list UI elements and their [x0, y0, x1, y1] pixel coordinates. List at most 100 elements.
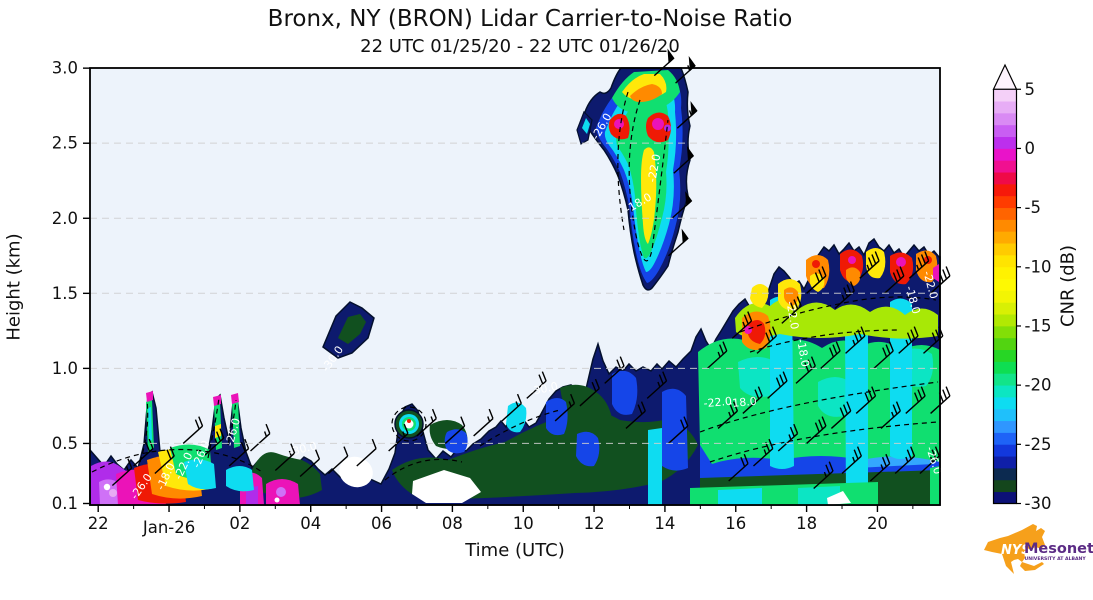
barb-staff	[356, 448, 377, 467]
x-tick-label: 16	[725, 514, 746, 533]
y-tick-label: 1.0	[52, 359, 78, 378]
wind-barb	[845, 326, 866, 354]
colorbar-band	[993, 396, 1017, 410]
colorbar-band	[993, 420, 1017, 433]
wind-barb	[671, 191, 693, 219]
barb-full	[793, 299, 799, 310]
barb-full	[541, 371, 547, 382]
barb-full	[265, 423, 271, 434]
barb-pennant	[685, 191, 693, 207]
wind-barb	[869, 453, 891, 482]
x-tick-label: 04	[300, 514, 321, 533]
barb-pennant	[690, 101, 698, 117]
barb-full	[169, 446, 175, 457]
barb-full	[240, 441, 246, 452]
wind-barb	[777, 423, 799, 452]
x-tick-label: 18	[796, 514, 817, 533]
wind-barb	[894, 446, 916, 474]
barb-full	[683, 416, 689, 427]
wind-barb	[908, 251, 930, 279]
wind-barb	[905, 386, 926, 414]
contour-label: -18.0	[794, 338, 812, 368]
barb-full	[945, 266, 951, 277]
plot-frame	[89, 67, 941, 506]
colorbar-tick-label: -25	[1025, 435, 1052, 454]
barb-full	[371, 438, 377, 449]
barb-full	[885, 453, 891, 464]
wind-barb	[859, 251, 880, 279]
barb-full	[747, 311, 753, 322]
barb-full	[790, 302, 796, 313]
colorbar-band	[993, 148, 1017, 161]
barb-full	[882, 347, 888, 358]
barb-full	[722, 341, 728, 352]
wind-barb	[203, 428, 225, 456]
wind-barb	[444, 416, 466, 444]
barb-full	[849, 281, 855, 292]
barb-full	[835, 341, 841, 352]
barb-half	[742, 321, 746, 328]
wind-barb	[154, 446, 175, 474]
wind-barb	[880, 401, 901, 429]
barb-half	[852, 339, 856, 346]
barb-full	[315, 449, 321, 460]
wind-barb	[667, 416, 689, 444]
barb-half	[515, 401, 519, 407]
barb-pennant	[681, 228, 689, 244]
barb-full	[818, 269, 824, 280]
barb-full	[874, 251, 880, 262]
wind-barb	[250, 423, 271, 452]
barb-full	[920, 254, 926, 265]
barb-full	[917, 389, 923, 400]
wind-barb	[416, 408, 437, 437]
barb-full	[842, 404, 849, 415]
x-tick-label: 06	[371, 514, 392, 533]
y-tick-label: 3.0	[52, 59, 78, 78]
logo-nys-text: NYS	[1001, 543, 1031, 558]
barb-full	[796, 296, 802, 307]
wind-barb	[274, 443, 296, 471]
colorbar-band	[993, 101, 1017, 114]
wind-barb	[526, 371, 547, 399]
barb-half	[891, 411, 895, 418]
barb-full	[899, 266, 905, 277]
colorbar-band	[993, 195, 1017, 209]
barb-full	[914, 392, 920, 403]
barb-half	[905, 339, 909, 346]
barb-full	[871, 254, 877, 265]
x-tick-label: 14	[654, 514, 675, 533]
barb-half	[402, 431, 406, 437]
barb-full	[594, 378, 600, 389]
wind-barb	[182, 416, 204, 444]
wind-barb	[473, 408, 494, 437]
barb-full	[570, 393, 576, 404]
barb-staff	[444, 425, 466, 444]
colorbar-band	[993, 124, 1017, 138]
cnr-field	[89, 67, 941, 506]
barb-full	[828, 461, 834, 472]
wind-barb	[728, 453, 749, 482]
barb-full	[828, 347, 835, 358]
barb-half	[916, 264, 920, 271]
wind-barb	[756, 326, 777, 354]
barb-full	[924, 251, 930, 262]
barb-half	[728, 411, 732, 418]
barb-half	[657, 381, 661, 388]
barb-half	[487, 416, 491, 422]
wind-barb	[781, 296, 802, 324]
barb-staff	[299, 458, 320, 477]
y-tick-label: 2.0	[52, 209, 78, 228]
barb-full	[732, 401, 739, 412]
barb-half	[763, 449, 767, 455]
x-tick-label: 02	[229, 514, 250, 533]
wind-barb	[834, 281, 855, 309]
wind-barb	[717, 401, 739, 429]
wind-barb	[898, 326, 919, 354]
wind-barb	[731, 311, 753, 339]
colorbar-band	[993, 302, 1017, 315]
barb-full	[460, 416, 466, 427]
wind-barb	[742, 386, 763, 414]
colorbar-band	[993, 290, 1017, 303]
barb-full	[853, 449, 859, 460]
barb-full	[821, 416, 827, 427]
